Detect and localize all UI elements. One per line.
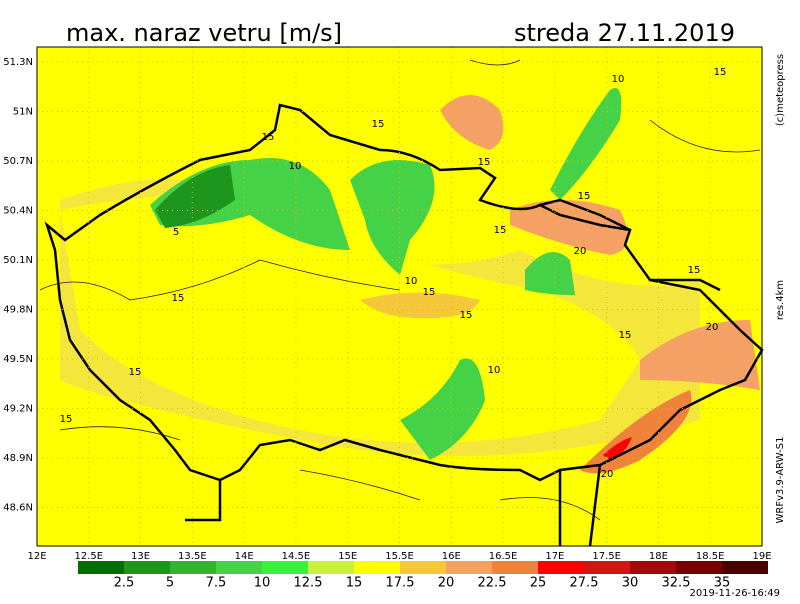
lat-tick-label: 50.1N	[3, 255, 33, 266]
field	[350, 160, 435, 275]
lon-tick-label: 14.5E	[282, 551, 311, 562]
colorbar-label: 12.5	[294, 576, 323, 591]
lat-tick-label: 50.4N	[3, 206, 33, 217]
contour-label: 5	[173, 227, 179, 238]
lat-tick-label: 49.8N	[3, 305, 33, 316]
lon-tick-label: 19E	[752, 551, 771, 562]
lon-tick-label: 17.5E	[592, 551, 621, 562]
lon-tick-label: 13E	[131, 551, 150, 562]
lat-tick-label: 51.3N	[3, 57, 33, 68]
colorbar-box	[78, 561, 124, 574]
contour-label: 20	[601, 469, 614, 480]
colorbar-label: 30	[622, 576, 639, 591]
colorbar-box	[400, 561, 446, 574]
colorbar-label: 25	[530, 576, 547, 591]
colorbar-box	[492, 561, 538, 574]
contour-label: 20	[574, 246, 587, 257]
contour-label: 15	[129, 367, 142, 378]
lon-tick-label: 12.5E	[74, 551, 103, 562]
lat-tick-label: 48.6N	[3, 503, 33, 514]
colorbar-label: 17.5	[386, 576, 415, 591]
colorbar-label: 15	[346, 576, 363, 591]
field	[603, 437, 632, 460]
colorbar-box	[676, 561, 722, 574]
map	[37, 47, 764, 547]
lon-tick-label: 12E	[27, 551, 46, 562]
field	[550, 88, 622, 200]
lat-tick-label: 49.2N	[3, 404, 33, 415]
colorbar-box	[630, 561, 676, 574]
contour-label: 15	[372, 119, 385, 130]
contour-label: 15	[172, 293, 185, 304]
border	[44, 103, 764, 482]
field	[155, 165, 235, 228]
field	[400, 358, 485, 460]
model: WRFv3.9-ARW-S1	[775, 437, 786, 524]
lon-tick-label: 13.5E	[178, 551, 207, 562]
colorbar-label: 7.5	[206, 576, 227, 591]
colorbar-label: 20	[438, 576, 455, 591]
contour-label: 15	[460, 310, 473, 321]
field	[60, 195, 640, 443]
contour-label: 15	[262, 132, 275, 143]
contour-label: 10	[488, 365, 501, 376]
colorbar-label: 10	[254, 576, 271, 591]
contour	[39, 59, 761, 521]
colorbar-box	[124, 561, 170, 574]
title: max. naraz vetru [m/s]	[66, 19, 342, 47]
lon-tick-label: 16.5E	[489, 551, 518, 562]
contour-label: 10	[289, 161, 302, 172]
lat-tick-label: 49.5N	[3, 354, 33, 365]
contour-label: 10	[405, 276, 418, 287]
colorbar-box	[446, 561, 492, 574]
contour-label: 15	[714, 67, 727, 78]
copyright: (c)meteopress	[775, 54, 786, 126]
colorbar-label: 32.5	[662, 576, 691, 591]
colorbar-box	[216, 561, 262, 574]
contour-label: 15	[423, 287, 436, 298]
map-frame	[36, 46, 763, 547]
colorbar-label: 22.5	[478, 576, 507, 591]
lon-tick-label: 15.5E	[385, 551, 414, 562]
resolution: res.4km	[775, 280, 786, 320]
colorbar-box	[538, 561, 584, 574]
lon-tick-label: 17E	[545, 551, 564, 562]
field	[640, 320, 760, 390]
lon-tick-label: 18E	[649, 551, 668, 562]
contour-label: 15	[578, 191, 591, 202]
lon-tick-label: 15E	[338, 551, 357, 562]
colorbar-label: 35	[714, 576, 731, 591]
colorbar-box	[170, 561, 216, 574]
timestamp: 2019-11-26-16:49	[689, 588, 780, 599]
date: streda 27.11.2019	[514, 19, 735, 47]
colorbar-box	[584, 561, 630, 574]
colorbar-box	[722, 561, 768, 574]
field	[440, 95, 504, 150]
field	[525, 252, 575, 295]
lat-tick-label: 48.9N	[3, 453, 33, 464]
colorbar-label: 2.5	[114, 576, 135, 591]
colorbar-box	[308, 561, 354, 574]
colorbar-label: 27.5	[570, 576, 599, 591]
contour-label: 15	[478, 157, 491, 168]
contour-label: 10	[612, 74, 625, 85]
contour-label: 15	[688, 265, 701, 276]
lat-tick-label: 51N	[13, 107, 33, 118]
colorbar-label: 5	[166, 576, 174, 591]
lat-tick-label: 50.7N	[3, 156, 33, 167]
contour-label: 20	[706, 322, 719, 333]
contour-label: 15	[60, 414, 73, 425]
contour-label: 15	[494, 225, 507, 236]
border	[185, 198, 721, 547]
lon-tick-label: 16E	[442, 551, 461, 562]
colorbar-box	[354, 561, 400, 574]
colorbar-box	[262, 561, 308, 574]
field	[360, 292, 480, 319]
contour-label: 15	[619, 330, 632, 341]
lon-tick-label: 14E	[235, 551, 254, 562]
lon-tick-label: 18.5E	[696, 551, 725, 562]
